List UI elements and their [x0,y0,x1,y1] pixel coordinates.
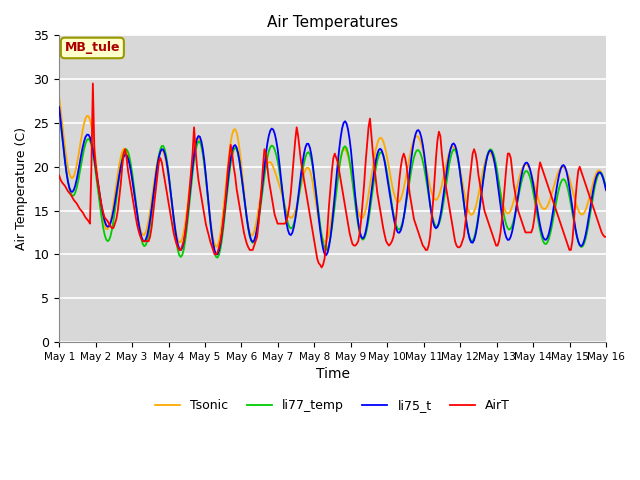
AirT [602,234,610,240]
Y-axis label: Air Temperature (C): Air Temperature (C) [15,127,28,250]
Tsonic [155,152,163,158]
AirT [438,151,445,156]
Line: AirT: AirT [59,84,606,267]
li77_temp [173,240,180,245]
Title: Air Temperatures: Air Temperatures [267,15,398,30]
li75_t [305,141,312,147]
AirT [157,155,164,161]
Line: li77_temp: li77_temp [59,112,606,258]
X-axis label: Time: Time [316,367,349,381]
li77_temp [214,255,221,261]
AirT [164,194,172,200]
li75_t [173,235,180,240]
Tsonic [596,168,604,174]
Tsonic [306,168,314,173]
li75_t [436,213,444,219]
Legend: Tsonic, li77_temp, li75_t, AirT: Tsonic, li77_temp, li75_t, AirT [150,394,515,417]
li75_t [163,156,170,162]
li77_temp [55,109,63,115]
li77_temp [436,216,444,222]
AirT [89,81,97,86]
li77_temp [306,151,314,157]
li77_temp [163,153,170,159]
Tsonic [55,94,63,100]
Line: Tsonic: Tsonic [59,97,606,247]
li77_temp [602,186,610,192]
li75_t [602,187,610,193]
Text: MB_tule: MB_tule [65,41,120,54]
Tsonic [436,188,444,194]
Tsonic [212,244,220,250]
Tsonic [163,160,170,166]
li75_t [596,169,604,175]
Tsonic [602,188,610,193]
Tsonic [173,231,180,237]
li75_t [322,252,330,258]
li75_t [155,155,163,160]
li77_temp [596,169,604,175]
AirT [55,173,63,179]
AirT [306,212,314,218]
AirT [598,229,605,235]
li75_t [55,104,63,110]
AirT [318,264,326,270]
Line: li75_t: li75_t [59,107,606,255]
li77_temp [155,153,163,159]
AirT [174,244,182,250]
